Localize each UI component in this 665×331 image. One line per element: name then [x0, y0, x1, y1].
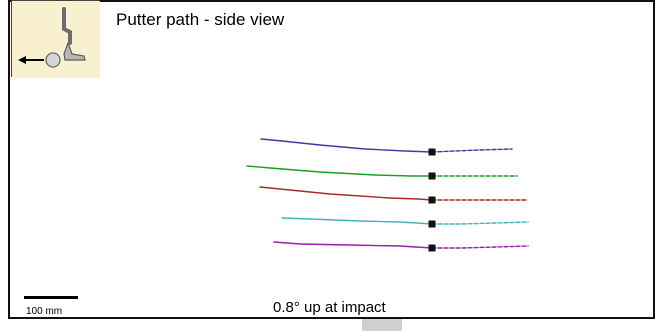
chart-title: Putter path - side view	[116, 10, 285, 29]
chart-frame	[8, 0, 655, 319]
putter-side-view-icon-graphic	[12, 1, 100, 78]
series-5-impact-marker	[428, 244, 436, 252]
scale-label: 100 mm	[26, 306, 63, 317]
series-2-impact-marker	[428, 172, 436, 180]
scale-bar	[24, 296, 78, 299]
series-5-pre-impact-line	[273, 241, 433, 249]
series-1-impact-marker	[428, 148, 436, 156]
series-4-post-impact-line	[431, 221, 529, 225]
series-3-impact-marker	[428, 196, 436, 204]
series-1-post-impact-line	[431, 148, 513, 153]
series-5-post-impact-line	[431, 245, 529, 249]
putter-side-view-icon	[11, 0, 100, 78]
series-1-pre-impact-line	[260, 138, 433, 153]
bottom-tab	[362, 319, 402, 331]
impact-summary: 0.8° up at impact	[273, 299, 386, 316]
series-2-pre-impact-line	[246, 165, 433, 177]
series-4-impact-marker	[428, 220, 436, 228]
series-4-pre-impact-line	[281, 217, 433, 225]
series-3-pre-impact-line	[259, 186, 433, 201]
